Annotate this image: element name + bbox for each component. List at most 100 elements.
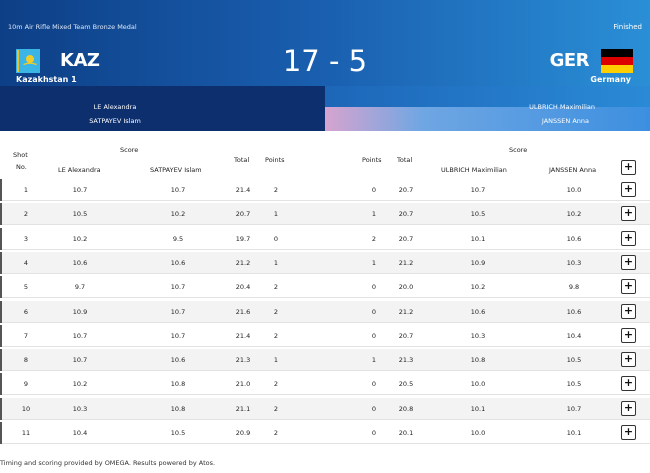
right-total: 20.5 xyxy=(398,380,414,389)
left-athlete-2-score: 10.6 xyxy=(170,356,186,365)
right-athlete-2-score: 10.3 xyxy=(566,258,582,267)
match-score: 17 - 5 xyxy=(282,44,368,78)
table-row: 4 10.6 10.6 21.2 1 1 21.2 10.9 10.3 + xyxy=(0,251,650,274)
expand-shot-button[interactable]: + xyxy=(621,254,636,270)
right-team-name: Germany xyxy=(590,75,631,84)
left-total: 20.7 xyxy=(235,210,251,219)
right-athlete-2-score: 10.6 xyxy=(566,234,582,243)
left-athlete-1: LE Alexandra xyxy=(93,103,137,111)
expand-shot-button[interactable]: + xyxy=(621,279,636,295)
right-total-header: Total xyxy=(397,156,413,164)
right-athlete-2-score: 10.7 xyxy=(566,404,582,413)
expand-shot-button[interactable]: + xyxy=(621,206,636,222)
left-total: 21.6 xyxy=(235,307,251,316)
right-athlete-2-score: 10.5 xyxy=(566,356,582,365)
right-points: 0 xyxy=(371,186,377,194)
right-athletes-panel: ULBRICH Maximilian JANSSEN Anna xyxy=(325,103,650,131)
left-athlete-1-score: 10.2 xyxy=(72,380,88,389)
right-total: 21.2 xyxy=(398,307,414,316)
right-total: 20.1 xyxy=(398,429,414,437)
right-points: 0 xyxy=(371,283,377,292)
left-team-code: KAZ xyxy=(60,50,100,71)
right-points: 1 xyxy=(371,356,377,365)
left-athlete-1-score: 10.6 xyxy=(72,258,88,267)
left-score-header: Score xyxy=(120,146,139,154)
shot-number: 3 xyxy=(23,234,29,243)
row-edge-marker xyxy=(0,251,2,274)
left-total: 21.4 xyxy=(235,186,251,194)
left-athlete-1-score: 10.9 xyxy=(72,307,88,316)
left-points: 2 xyxy=(273,404,279,413)
right-athlete-2-score: 10.6 xyxy=(566,307,582,316)
left-total: 21.3 xyxy=(235,356,251,365)
table-row: 2 10.5 10.2 20.7 1 1 20.7 10.5 10.2 + xyxy=(0,203,650,226)
right-athlete-1-score: 10.6 xyxy=(470,307,486,316)
table-row: 5 9.7 10.7 20.4 2 0 20.0 10.2 9.8 + xyxy=(0,276,650,299)
right-total: 21.2 xyxy=(398,258,414,267)
table-row: 8 10.7 10.6 21.3 1 1 21.3 10.8 10.5 + xyxy=(0,349,650,372)
right-athletes-band-top xyxy=(325,86,650,107)
left-athlete-1-score: 10.7 xyxy=(72,331,88,340)
right-athlete-1-score: 10.3 xyxy=(470,331,486,340)
right-athlete-1-score: 10.7 xyxy=(470,186,486,194)
germany-flag-icon xyxy=(601,49,633,73)
left-athletes-panel: LE Alexandra SATPAYEV Islam xyxy=(0,86,325,131)
expand-shot-button[interactable]: + xyxy=(621,182,636,197)
right-points: 0 xyxy=(371,429,377,437)
left-athlete-2-score: 9.5 xyxy=(172,234,184,243)
left-athlete-2-score: 10.7 xyxy=(170,307,186,316)
shot-number: 7 xyxy=(23,331,29,340)
expand-shot-button[interactable]: + xyxy=(621,352,636,368)
left-points: 1 xyxy=(273,258,279,267)
expand-shot-button[interactable]: + xyxy=(621,400,636,416)
left-athlete-2-score: 10.7 xyxy=(170,331,186,340)
right-total: 20.7 xyxy=(398,331,414,340)
left-total: 21.0 xyxy=(235,380,251,389)
expand-shot-button[interactable]: + xyxy=(621,376,636,392)
expand-shot-button[interactable]: + xyxy=(621,230,636,246)
left-athlete-1-score: 10.3 xyxy=(72,404,88,413)
left-total-header: Total xyxy=(234,156,250,164)
table-row: 11 10.4 10.5 20.9 2 0 20.1 10.0 10.1 + xyxy=(0,422,650,444)
expand-all-button[interactable]: + xyxy=(621,160,636,175)
left-athlete-2-score: 10.5 xyxy=(170,429,186,437)
expand-shot-button[interactable]: + xyxy=(621,303,636,319)
left-athlete-2-score: 10.7 xyxy=(170,186,186,194)
right-athlete-1-score: 10.5 xyxy=(470,210,486,219)
right-athlete-2-score: 10.0 xyxy=(566,186,582,194)
row-edge-marker xyxy=(0,397,2,420)
right-athlete-1-score: 10.0 xyxy=(470,429,486,437)
right-athlete-2-score: 10.4 xyxy=(566,331,582,340)
right-points: 0 xyxy=(371,404,377,413)
match-status: Finished xyxy=(613,23,642,31)
row-edge-marker xyxy=(0,324,2,347)
left-points: 1 xyxy=(273,210,279,219)
left-athlete-2-score: 10.2 xyxy=(170,210,186,219)
right-team-code: GER xyxy=(549,50,590,71)
right-athlete-2-score: 10.5 xyxy=(566,380,582,389)
left-points: 1 xyxy=(273,356,279,365)
right-points: 0 xyxy=(371,307,377,316)
right-total: 20.7 xyxy=(398,186,414,194)
expand-shot-button[interactable]: + xyxy=(621,425,636,440)
left-athlete-1-score: 10.2 xyxy=(72,234,88,243)
left-athlete-2-score: 10.6 xyxy=(170,258,186,267)
right-points: 1 xyxy=(371,258,377,267)
right-total: 20.8 xyxy=(398,404,414,413)
left-total: 21.4 xyxy=(235,331,251,340)
right-total: 20.7 xyxy=(398,234,414,243)
right-athlete-1-score: 10.0 xyxy=(470,380,486,389)
shot-number: 10 xyxy=(21,404,31,413)
right-total: 20.7 xyxy=(398,210,414,219)
left-points: 2 xyxy=(273,331,279,340)
shot-number: 11 xyxy=(21,429,31,437)
table-row: 1 10.7 10.7 21.4 2 0 20.7 10.7 10.0 + xyxy=(0,179,650,201)
left-athlete-1-score: 10.4 xyxy=(72,429,88,437)
right-points: 1 xyxy=(371,210,377,219)
row-edge-marker xyxy=(0,276,2,299)
shot-number: 4 xyxy=(23,258,29,267)
expand-shot-button[interactable]: + xyxy=(621,327,636,343)
table-row: 7 10.7 10.7 21.4 2 0 20.7 10.3 10.4 + xyxy=(0,324,650,347)
table-row: 9 10.2 10.8 21.0 2 0 20.5 10.0 10.5 + xyxy=(0,373,650,396)
shot-number: 8 xyxy=(23,356,29,365)
